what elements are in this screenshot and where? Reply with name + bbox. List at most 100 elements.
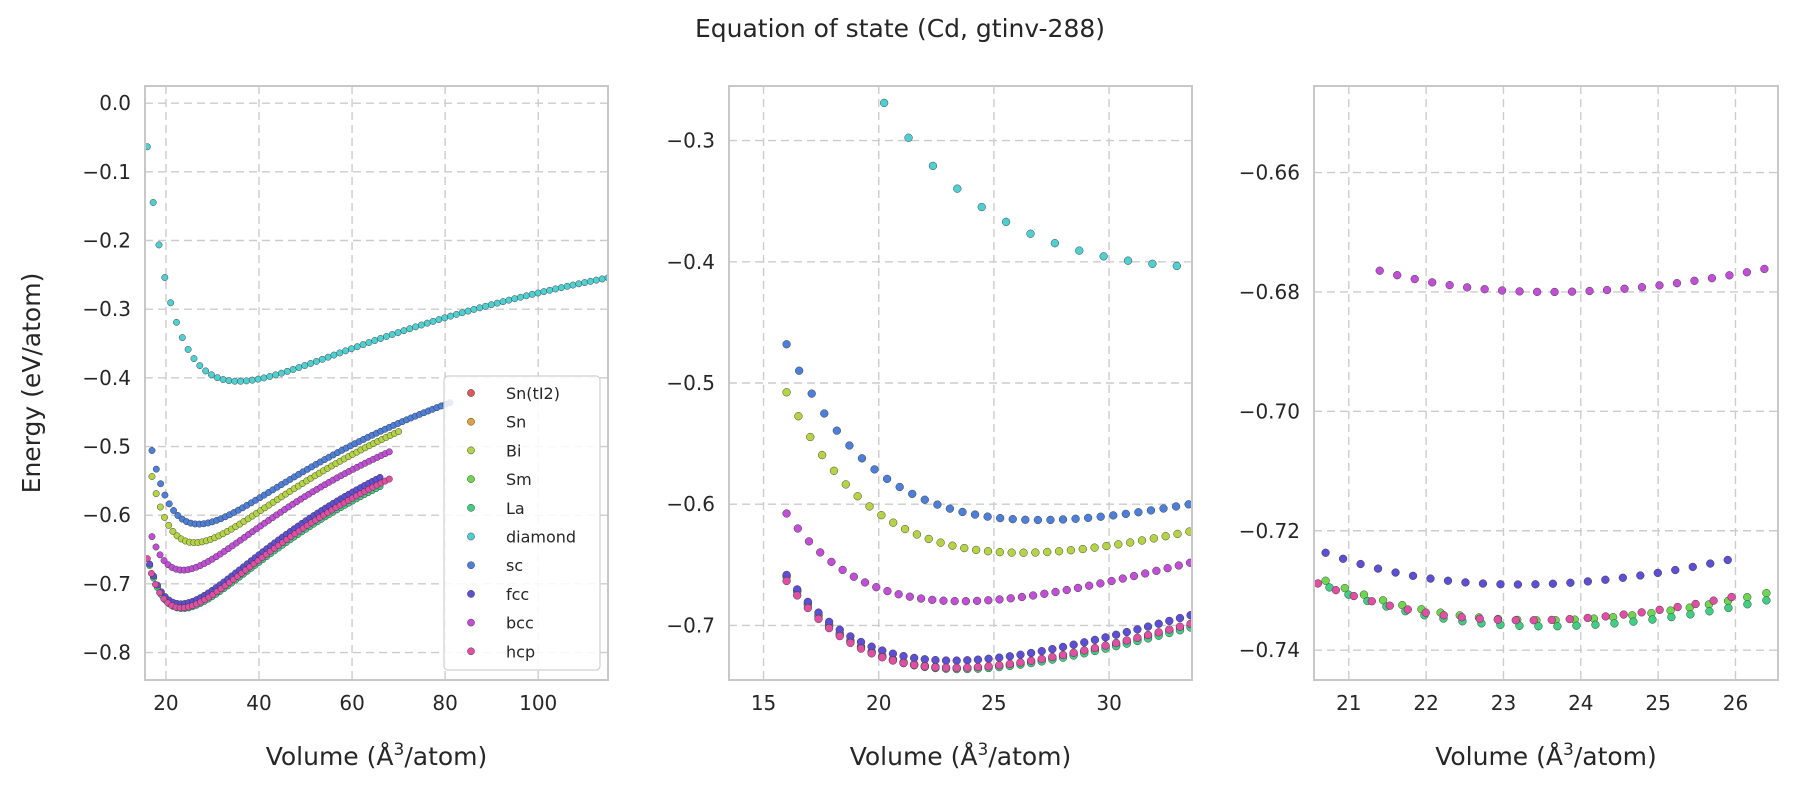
- point-diamond: [324, 353, 332, 361]
- point-sc: [1197, 498, 1205, 506]
- legend: Sn(tI2) Sn Bi Sm La diamond sc fcc bcc hcp: [443, 375, 601, 671]
- point-sc: [895, 482, 904, 492]
- point-diamond: [598, 275, 606, 283]
- point-fcc: [1653, 568, 1662, 578]
- point-hcp: [1175, 622, 1185, 631]
- point-diamond: [243, 377, 250, 385]
- point-Bi: [1078, 544, 1087, 554]
- point-fcc: [1408, 571, 1418, 580]
- point-diamond: [534, 289, 542, 297]
- point-Bi: [1114, 540, 1123, 549]
- point-hcp: [1601, 612, 1610, 621]
- legend-marker: [467, 647, 475, 656]
- point-sc: [1071, 514, 1080, 523]
- point-sc: [1109, 511, 1118, 520]
- point-sc: [996, 513, 1005, 523]
- point-fcc: [1122, 627, 1131, 637]
- point-Bi: [889, 518, 898, 527]
- point-fcc: [1069, 640, 1078, 649]
- point-diamond: [178, 334, 186, 342]
- legend-label: sc: [506, 556, 523, 575]
- point-bcc: [1497, 286, 1507, 295]
- point-Bi: [1137, 536, 1147, 545]
- point-diamond: [353, 343, 361, 351]
- point-diamond: [977, 202, 986, 212]
- point-Bi: [1161, 532, 1170, 541]
- point-fcc: [995, 653, 1004, 662]
- point-hcp: [145, 555, 151, 563]
- point-sc: [161, 491, 169, 499]
- point-hcp: [1314, 579, 1322, 588]
- point-bcc: [1028, 591, 1038, 600]
- point-bcc: [838, 565, 847, 575]
- point-La: [1629, 617, 1638, 626]
- point-sc: [1033, 515, 1043, 525]
- point-bcc: [1567, 287, 1577, 296]
- point-hcp: [160, 595, 168, 603]
- point-fcc: [1090, 635, 1100, 645]
- point-diamond: [318, 355, 326, 363]
- point-diamond: [167, 299, 175, 307]
- point-bcc: [152, 543, 160, 551]
- point-Bi: [1066, 546, 1076, 555]
- point-hcp: [1186, 619, 1192, 628]
- point-hcp: [1457, 613, 1466, 622]
- point-fcc: [1513, 580, 1523, 589]
- point-Sm: [1197, 619, 1205, 627]
- point-diamond: [563, 282, 571, 290]
- point-hcp: [1080, 646, 1089, 655]
- point-hcp: [1069, 648, 1078, 657]
- legend-label: Sm: [506, 470, 532, 489]
- point-bcc: [950, 597, 959, 606]
- x-tick-label: 25: [1645, 691, 1670, 715]
- point-hcp: [1403, 605, 1412, 614]
- point-diamond: [283, 367, 291, 375]
- point-hcp: [984, 662, 993, 671]
- y-tick-label: −0.72: [1239, 519, 1300, 543]
- point-fcc: [1566, 578, 1575, 587]
- point-hcp: [856, 644, 866, 653]
- point-bcc: [1107, 576, 1116, 586]
- point-Bi: [1173, 529, 1182, 539]
- point-diamond: [458, 309, 466, 317]
- point-Bi: [948, 541, 957, 550]
- point-hcp: [1421, 608, 1430, 617]
- point-diamond: [184, 346, 192, 353]
- point-diamond: [552, 285, 559, 293]
- point-Bi: [152, 490, 160, 498]
- point-bcc: [793, 524, 802, 533]
- point-fcc: [1478, 579, 1488, 588]
- point-diamond: [359, 341, 367, 349]
- point-bcc: [894, 590, 903, 599]
- point-hcp: [1005, 659, 1014, 669]
- point-hcp: [1493, 615, 1502, 624]
- point-fcc: [1186, 611, 1192, 620]
- point-diamond: [856, 56, 864, 64]
- point-La: [1743, 600, 1752, 609]
- x-tick-label: 40: [246, 691, 271, 715]
- point-fcc: [1112, 630, 1121, 639]
- point-diamond: [417, 321, 425, 329]
- point-hcp: [1439, 611, 1448, 620]
- point-Bi: [1054, 547, 1064, 556]
- point-hcp: [846, 638, 855, 648]
- point-diamond: [928, 161, 938, 171]
- x-tick-label: 25: [981, 691, 1006, 715]
- point-sc: [1171, 502, 1181, 511]
- y-tick-label: 0.0: [99, 91, 131, 115]
- x-tick-label: 15: [751, 691, 776, 715]
- point-hcp: [867, 649, 876, 658]
- x-tick-label: 24: [1568, 691, 1593, 715]
- point-Bi: [156, 503, 164, 511]
- point-Bi: [1126, 538, 1135, 547]
- point-diamond: [517, 293, 524, 301]
- point-bcc: [1585, 286, 1594, 296]
- point-diamond: [196, 362, 204, 370]
- point-diamond: [347, 345, 355, 353]
- legend-frame: [443, 375, 601, 671]
- point-bcc: [1393, 271, 1402, 280]
- y-tick-label: −0.6: [666, 492, 715, 516]
- point-Bi: [983, 547, 993, 556]
- y-tick-label: −0.5: [82, 435, 131, 459]
- x-axis-label: Volume (Å3/atom): [1435, 740, 1657, 771]
